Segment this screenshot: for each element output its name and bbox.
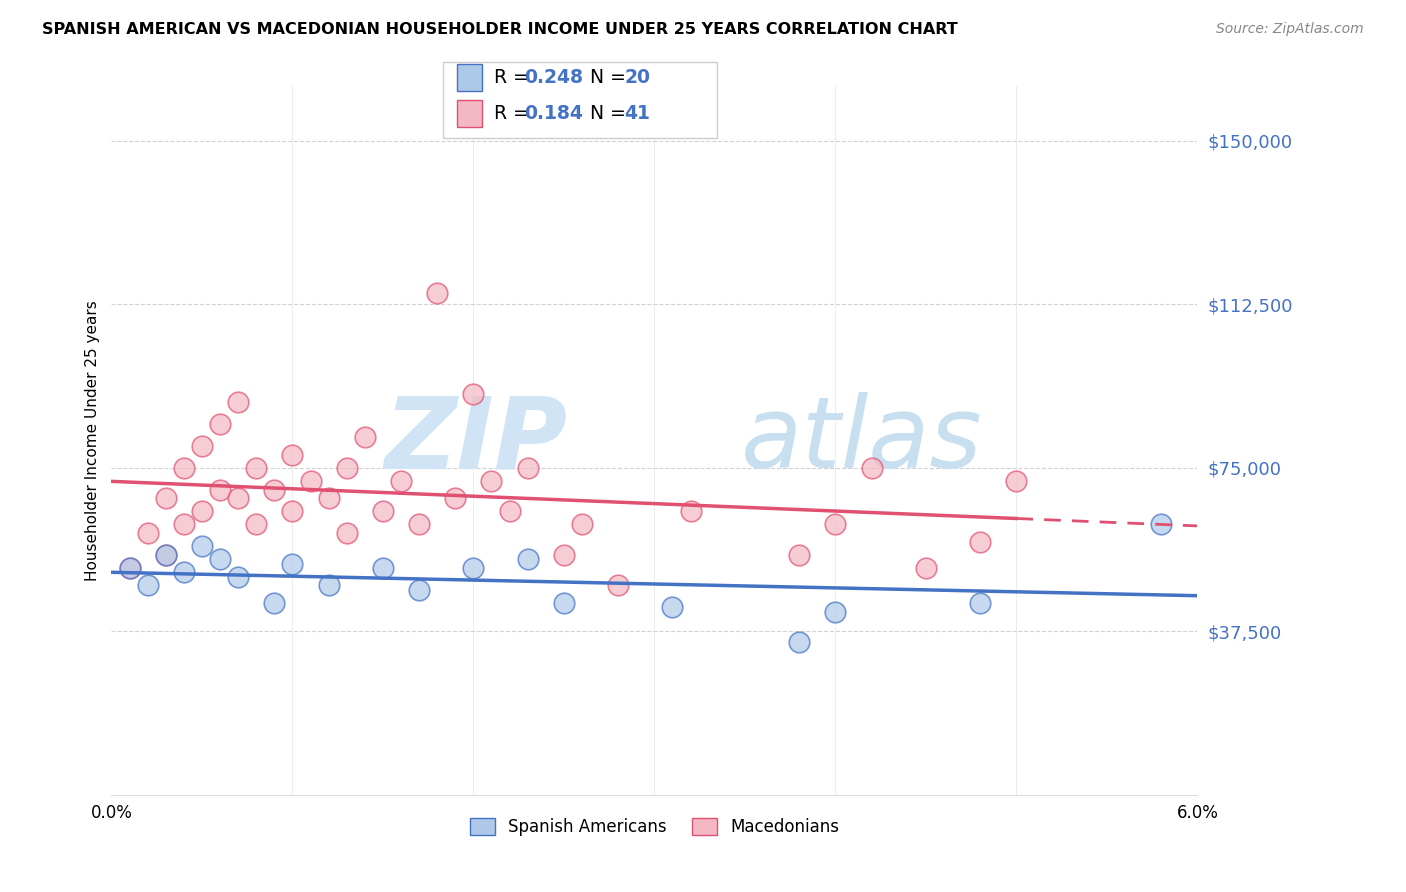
Point — [245, 517, 267, 532]
Point — [787, 635, 810, 649]
Point — [463, 386, 485, 401]
Point — [336, 526, 359, 541]
Point — [860, 460, 883, 475]
Point — [371, 561, 394, 575]
Point — [426, 286, 449, 301]
Y-axis label: Householder Income Under 25 years: Householder Income Under 25 years — [86, 301, 100, 581]
Point — [281, 448, 304, 462]
Point — [155, 491, 177, 506]
Text: R =: R = — [494, 104, 534, 123]
Text: 41: 41 — [624, 104, 650, 123]
Point — [824, 517, 846, 532]
Point — [281, 504, 304, 518]
Point — [173, 517, 195, 532]
Point — [915, 561, 938, 575]
Point — [118, 561, 141, 575]
Text: Source: ZipAtlas.com: Source: ZipAtlas.com — [1216, 22, 1364, 37]
Text: N =: N = — [578, 104, 631, 123]
Point — [481, 474, 503, 488]
Point — [353, 430, 375, 444]
Point — [299, 474, 322, 488]
Point — [444, 491, 467, 506]
Point — [173, 460, 195, 475]
Point — [661, 600, 683, 615]
Point — [136, 578, 159, 592]
Text: N =: N = — [578, 69, 631, 87]
Text: R =: R = — [494, 69, 534, 87]
Point — [1150, 517, 1173, 532]
Point — [516, 552, 538, 566]
Point — [389, 474, 412, 488]
Point — [553, 548, 575, 562]
Point — [969, 596, 991, 610]
Point — [136, 526, 159, 541]
Point — [263, 483, 285, 497]
Point — [281, 557, 304, 571]
Point — [607, 578, 630, 592]
Point — [155, 548, 177, 562]
Point — [408, 582, 430, 597]
Point — [155, 548, 177, 562]
Point — [245, 460, 267, 475]
Point — [173, 566, 195, 580]
Point — [208, 483, 231, 497]
Point — [371, 504, 394, 518]
Point — [191, 439, 214, 453]
Legend: Spanish Americans, Macedonians: Spanish Americans, Macedonians — [463, 812, 845, 843]
Point — [516, 460, 538, 475]
Text: SPANISH AMERICAN VS MACEDONIAN HOUSEHOLDER INCOME UNDER 25 YEARS CORRELATION CHA: SPANISH AMERICAN VS MACEDONIAN HOUSEHOLD… — [42, 22, 957, 37]
Point — [208, 552, 231, 566]
Text: ZIP: ZIP — [384, 392, 568, 489]
Point — [191, 539, 214, 553]
Point — [118, 561, 141, 575]
Point — [553, 596, 575, 610]
Point — [191, 504, 214, 518]
Point — [679, 504, 702, 518]
Point — [336, 460, 359, 475]
Text: 0.248: 0.248 — [524, 69, 583, 87]
Point — [226, 395, 249, 409]
Point — [318, 578, 340, 592]
Point — [787, 548, 810, 562]
Point — [263, 596, 285, 610]
Point — [463, 561, 485, 575]
Text: 20: 20 — [624, 69, 650, 87]
Point — [208, 417, 231, 432]
Point — [571, 517, 593, 532]
Point — [969, 534, 991, 549]
Point — [226, 570, 249, 584]
Point — [498, 504, 520, 518]
Text: atlas: atlas — [741, 392, 983, 489]
Point — [226, 491, 249, 506]
Text: 0.184: 0.184 — [524, 104, 583, 123]
Point — [408, 517, 430, 532]
Point — [824, 605, 846, 619]
Point — [318, 491, 340, 506]
Point — [1005, 474, 1028, 488]
